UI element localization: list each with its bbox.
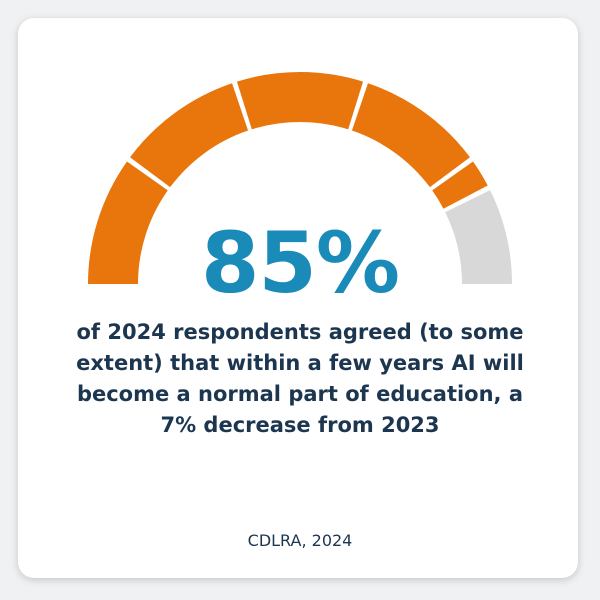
gauge-segment-filled: [351, 83, 470, 188]
gauge-segment-filled: [88, 161, 168, 284]
source-citation: CDLRA, 2024: [247, 531, 353, 550]
gauge-segment-filled: [130, 83, 249, 188]
stat-description: of 2024 respondents agreed (to some exte…: [76, 320, 524, 437]
gauge-arcs: [88, 71, 512, 284]
gauge-segment-filled: [236, 71, 364, 130]
gauge-segment-filled: [432, 161, 488, 209]
stat-value: 85%: [200, 214, 400, 312]
gauge-segment-empty: [445, 190, 512, 284]
